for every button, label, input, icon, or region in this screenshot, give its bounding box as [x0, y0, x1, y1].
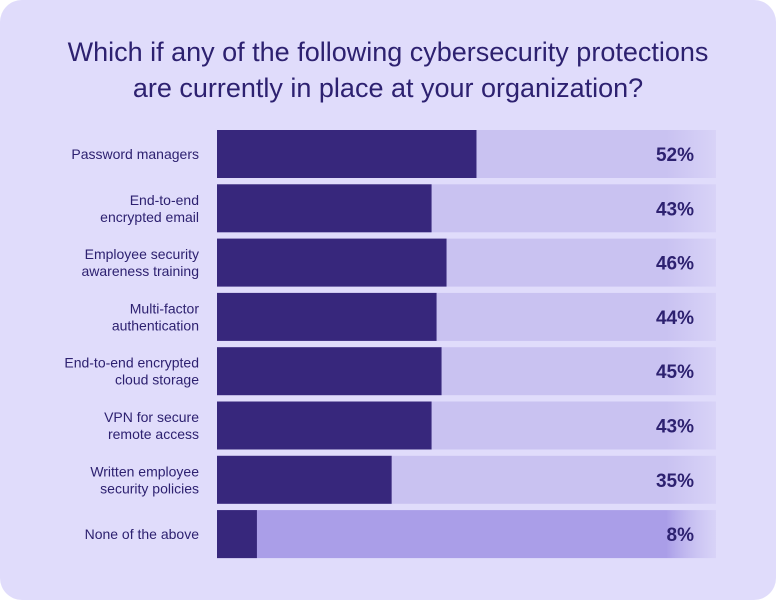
- category-label: Employee security: [85, 246, 199, 262]
- category-label: End-to-end encrypted: [64, 355, 199, 371]
- bar: [217, 130, 477, 178]
- bar: [217, 347, 442, 396]
- chart-title: Which if any of the following cybersecur…: [30, 34, 746, 106]
- value-label: 35%: [656, 471, 694, 492]
- category-label: Written employee: [90, 463, 199, 479]
- category-label: authentication: [112, 317, 199, 333]
- category-label: Password managers: [71, 146, 199, 162]
- value-label: 43%: [656, 199, 694, 220]
- category-label: Multi-factor: [130, 300, 200, 316]
- category-label: security policies: [100, 480, 199, 496]
- category-label: awareness training: [81, 263, 199, 279]
- category-label: VPN for secure: [104, 409, 199, 425]
- bar: [217, 455, 392, 504]
- bar: [217, 184, 432, 233]
- category-label: cloud storage: [115, 372, 199, 388]
- chart-title-line-1: Which if any of the following cybersecur…: [67, 37, 709, 67]
- bar: [217, 238, 447, 287]
- chart-title-line-2: are currently in place at your organizat…: [132, 73, 644, 103]
- category-label: None of the above: [85, 526, 200, 542]
- value-label: 8%: [667, 525, 695, 546]
- value-label: 45%: [656, 362, 694, 383]
- bar: [217, 401, 432, 450]
- category-label: encrypted email: [100, 209, 199, 225]
- value-label: 46%: [656, 254, 694, 275]
- bar-track: [217, 510, 716, 559]
- value-label: 44%: [656, 308, 694, 329]
- category-label: End-to-end: [130, 192, 199, 208]
- category-label: remote access: [108, 426, 199, 442]
- value-label: 43%: [656, 417, 694, 438]
- value-label: 52%: [656, 145, 694, 166]
- bar: [217, 292, 437, 341]
- bar: [217, 510, 257, 559]
